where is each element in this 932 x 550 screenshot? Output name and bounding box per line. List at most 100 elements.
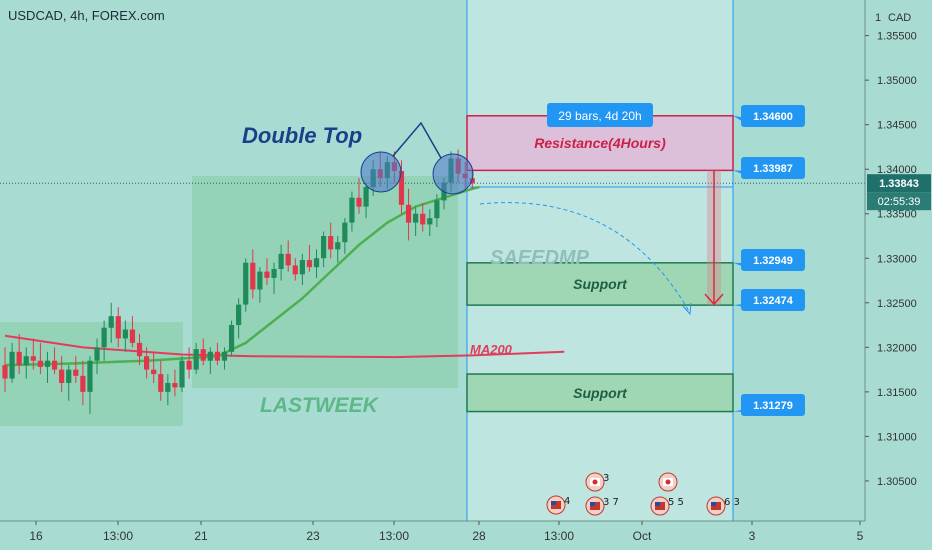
- price-callout[interactable]: [741, 289, 805, 311]
- y-tick-label: 1.33500: [877, 209, 917, 221]
- support-zone-2[interactable]: [466, 373, 734, 413]
- candle: [115, 316, 121, 339]
- time-axis: [0, 521, 932, 550]
- top-circle-left: [360, 151, 402, 193]
- candle: [80, 375, 86, 392]
- candle: [172, 382, 178, 388]
- candle: [186, 360, 192, 370]
- candle: [122, 329, 128, 339]
- candle: [214, 351, 220, 361]
- y-tick-label: 1.34000: [877, 164, 917, 176]
- candle: [165, 382, 171, 392]
- candle: [335, 242, 341, 250]
- candle: [129, 329, 136, 343]
- candle: [9, 351, 15, 379]
- y-tick-label: 1.31500: [877, 387, 917, 399]
- candle: [271, 268, 277, 278]
- y-tick-label: 1.35000: [877, 75, 917, 87]
- event-count-badge: 6 3: [724, 497, 740, 508]
- double-top-peak-lines: [392, 121, 442, 159]
- lastweek-label: LASTWEEK: [260, 394, 380, 417]
- candle: [179, 360, 185, 388]
- candle: [250, 262, 256, 290]
- candle: [278, 253, 284, 269]
- y-tick-label: 1.35500: [877, 31, 917, 43]
- price-callout-text: 1.32949: [753, 255, 793, 267]
- candle: [405, 204, 412, 223]
- candle: [243, 262, 249, 305]
- candle: [2, 365, 8, 379]
- currency-label: CAD: [888, 12, 911, 24]
- price-callout[interactable]: [741, 249, 805, 271]
- candle: [66, 369, 72, 383]
- us-flag-canton: [590, 502, 595, 506]
- candle: [342, 222, 348, 243]
- candle: [228, 325, 235, 352]
- y-tick-label: 1.33000: [877, 253, 917, 265]
- candle: [23, 356, 29, 366]
- x-tick-label: 13:00: [544, 529, 574, 543]
- maple-leaf-icon: [665, 479, 671, 485]
- us-flag-canton: [551, 501, 556, 505]
- candle: [398, 170, 405, 205]
- axis-counter: 1: [875, 12, 881, 24]
- price-callout-text: 1.34600: [753, 111, 793, 123]
- target-arrowhead: [704, 293, 724, 306]
- support-zone-1[interactable]: [466, 262, 734, 306]
- candle: [356, 197, 362, 207]
- projection-area: [467, 0, 733, 521]
- candle: [30, 356, 36, 361]
- x-tick-label: 13:00: [379, 529, 409, 543]
- chart-title: USDCAD, 4h, FOREX.com: [8, 8, 165, 23]
- candle: [59, 369, 65, 383]
- x-tick-label: 13:00: [103, 529, 133, 543]
- candle: [236, 304, 242, 326]
- candle: [207, 351, 213, 361]
- candle: [420, 213, 426, 225]
- candle: [299, 260, 305, 275]
- candle: [321, 236, 327, 259]
- event-count-badge: 4: [564, 496, 570, 507]
- price-callout[interactable]: [741, 157, 805, 179]
- candle: [264, 271, 270, 278]
- candle: [151, 369, 157, 375]
- candle: [306, 260, 313, 268]
- price-callout-text: 1.32474: [753, 295, 794, 307]
- countdown-text: 02:55:39: [878, 196, 921, 208]
- current-price-tag: [867, 174, 931, 193]
- candle: [158, 374, 164, 392]
- candle: [73, 369, 79, 376]
- current-price-text: 1.33843: [879, 178, 919, 190]
- candle: [44, 360, 51, 367]
- measure-badge: [547, 103, 653, 127]
- price-callout[interactable]: [741, 394, 805, 416]
- y-tick-label: 1.32000: [877, 342, 917, 354]
- y-tick-label: 1.31000: [877, 431, 917, 443]
- candle: [108, 316, 114, 328]
- candle: [413, 213, 419, 223]
- candle: [51, 360, 58, 370]
- x-tick-label: 28: [472, 529, 486, 543]
- candle: [87, 360, 93, 392]
- countdown-tag: [867, 192, 931, 211]
- range-box-lastweek: [192, 176, 458, 388]
- support-label-2: Support: [573, 385, 628, 401]
- candle: [434, 200, 440, 219]
- price-callout[interactable]: [741, 105, 805, 127]
- watermark-text: SAEEDMP: [490, 247, 590, 269]
- moving-average-line: [4, 185, 480, 367]
- y-tick-label: 1.32500: [877, 298, 917, 310]
- candle: [193, 349, 199, 370]
- candle: [427, 218, 433, 225]
- candle: [136, 342, 143, 357]
- maple-leaf-icon: [592, 479, 598, 485]
- event-count-badge: 5 5: [668, 497, 684, 508]
- x-tick-label: 23: [306, 529, 320, 543]
- candle: [363, 187, 369, 207]
- top-circle-right: [432, 153, 474, 195]
- x-tick-label: 16: [29, 529, 43, 543]
- y-tick-label: 1.30500: [877, 476, 917, 488]
- candle: [257, 271, 263, 290]
